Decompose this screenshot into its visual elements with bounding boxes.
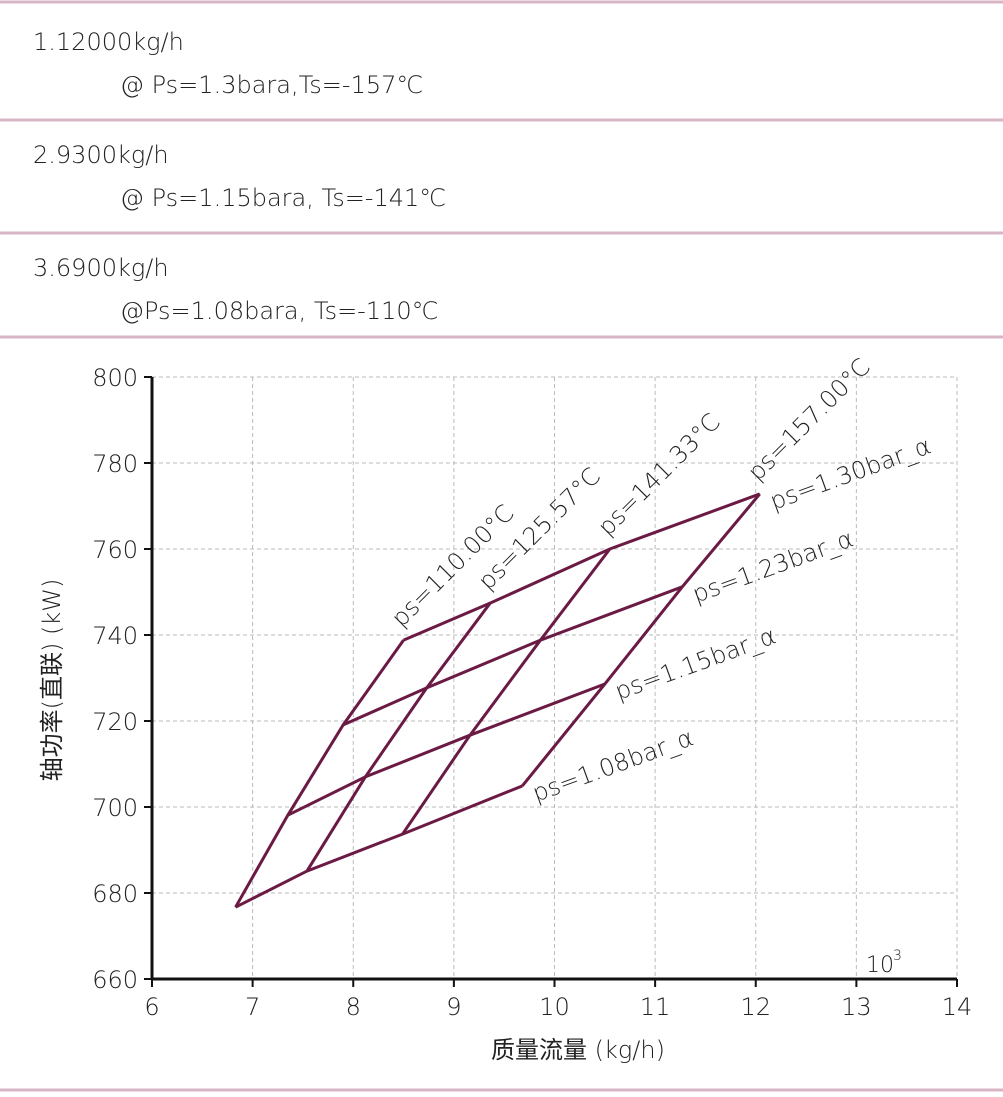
y-tick-label: 720 (92, 708, 138, 736)
y-tick-label: 700 (92, 794, 138, 822)
isotherm-line (521, 492, 761, 787)
isobar-line (402, 492, 761, 642)
flow-text: 1.12000kg/h (33, 28, 184, 56)
condition-text: @ Ps=1.3bara,Ts=-157℃ (120, 71, 423, 99)
x-tick-label: 9 (446, 993, 461, 1021)
y-tick-label: 680 (92, 880, 138, 908)
condition-text: @ Ps=1.15bara, Ts=-141℃ (120, 184, 446, 212)
isobar-line (234, 784, 523, 909)
x-tick-label: 7 (245, 993, 260, 1021)
isobar-line (287, 682, 606, 817)
x-tick-label: 6 (144, 993, 159, 1021)
y-tick-label: 660 (92, 966, 138, 994)
isobar-line (342, 585, 683, 727)
isotherm-line (305, 602, 492, 872)
flow-text: 2.9300kg/h (33, 141, 169, 169)
flow-text: 3.6900kg/h (33, 254, 169, 282)
y-axis-label: 轴功率(直联) (kW) (38, 579, 66, 782)
y-tick-label: 780 (92, 450, 138, 478)
x-scale-base: 10 (866, 953, 894, 978)
isobar-label: ps=1.15bar_α (611, 622, 779, 706)
y-tick-label: 760 (92, 536, 138, 564)
isotherm-label: ps=141.33°C (592, 408, 725, 541)
x-tick-label: 8 (346, 993, 361, 1021)
isobar-label: ps=1.23bar_α (689, 524, 857, 608)
y-tick-label: 740 (92, 622, 138, 650)
x-tick-label: 10 (539, 993, 570, 1021)
x-tick-label: 12 (740, 993, 771, 1021)
x-tick-label: 13 (841, 993, 872, 1021)
x-tick-label: 14 (942, 993, 973, 1021)
isotherm-line (234, 639, 405, 908)
x-axis-label: 质量流量 (kg/h) (491, 1036, 665, 1064)
x-scale-power: 3 (893, 948, 902, 964)
y-tick-label: 800 (92, 364, 138, 392)
condition-text: @Ps=1.08bara, Ts=-110℃ (120, 297, 439, 325)
isotherm-line (401, 548, 612, 835)
x-tick-label: 11 (640, 993, 671, 1021)
